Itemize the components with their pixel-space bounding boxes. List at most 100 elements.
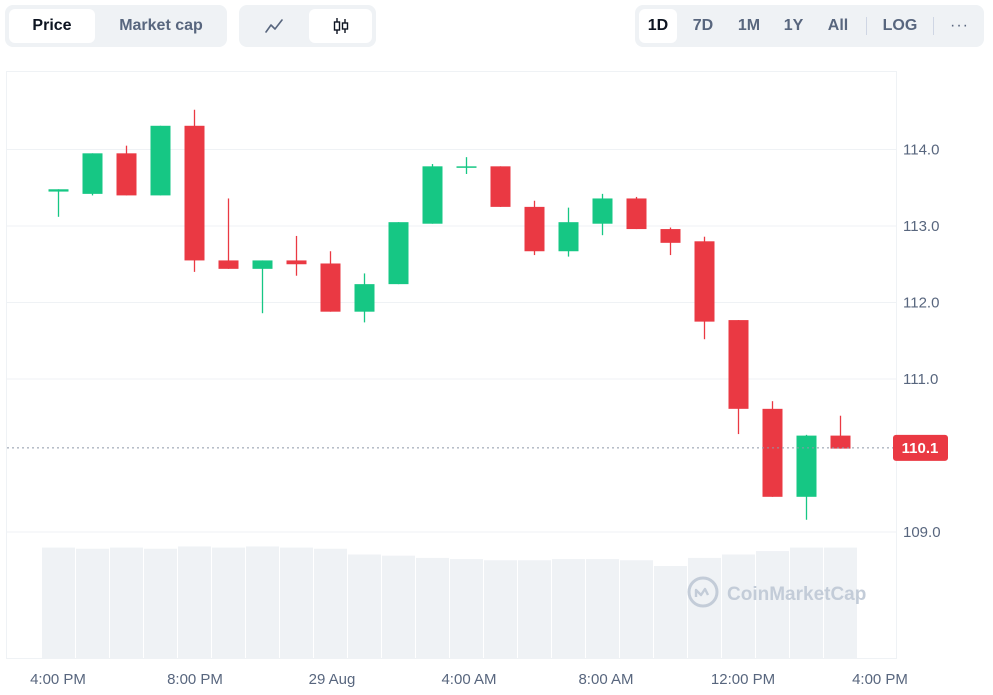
volume-bar — [246, 546, 279, 658]
candle — [388, 222, 409, 285]
y-tick-label: 112.0 — [903, 295, 939, 312]
x-tick-label: 8:00 PM — [167, 671, 223, 688]
candle — [694, 236, 715, 340]
volume-bar — [722, 554, 755, 658]
range-7d[interactable]: 7D — [692, 17, 714, 34]
candlestick-button[interactable] — [309, 9, 372, 43]
candle — [48, 189, 69, 217]
candle-body — [626, 198, 647, 230]
volume-bar — [110, 547, 143, 658]
candle-body — [388, 222, 409, 285]
price-marketcap-toggle: Price Market cap — [5, 5, 227, 47]
log-scale-button[interactable]: LOG — [882, 17, 918, 34]
candle — [320, 251, 341, 312]
candle-body — [150, 125, 171, 196]
volume-bar — [790, 547, 823, 658]
candle-body — [252, 260, 273, 269]
range-1m[interactable]: 1M — [737, 17, 761, 34]
market-cap-tab[interactable]: Market cap — [119, 17, 203, 34]
candle-body — [48, 189, 69, 192]
chart-type-toggle — [239, 5, 376, 47]
line-chart-button[interactable] — [243, 9, 305, 43]
x-tick-label: 4:00 AM — [441, 671, 496, 688]
candle — [422, 164, 443, 224]
y-tick-label: 114.0 — [903, 142, 939, 159]
x-tick-label: 8:00 AM — [578, 671, 633, 688]
current-price-label: 110.1 — [902, 440, 939, 457]
x-tick-label: 4:00 PM — [852, 671, 908, 688]
candle — [796, 434, 817, 520]
x-tick-label: 29 Aug — [309, 671, 356, 688]
candle-body — [422, 166, 443, 224]
candle — [252, 260, 273, 314]
volume-bar — [416, 557, 449, 658]
candle — [830, 415, 851, 449]
x-tick-label: 12:00 PM — [711, 671, 775, 688]
volume-bar — [450, 559, 483, 658]
volume-bar — [144, 548, 177, 658]
volume-bar — [824, 547, 857, 658]
current-price-badge: 110.1 — [893, 434, 948, 461]
range-1y[interactable]: 1Y — [783, 17, 804, 34]
candle — [490, 166, 511, 207]
range-1d[interactable]: 1D — [639, 9, 677, 43]
volume-bar — [280, 547, 313, 658]
candle-body — [524, 206, 545, 252]
more-options-button[interactable]: ··· — [950, 17, 969, 34]
candle-body — [558, 222, 579, 252]
candle — [524, 200, 545, 256]
line-chart-icon — [265, 19, 283, 33]
volume-bar — [688, 557, 721, 658]
candle-body — [728, 320, 749, 409]
y-tick-label: 109.0 — [903, 524, 941, 541]
candle — [558, 207, 579, 257]
candle — [626, 196, 647, 230]
volume-bar — [518, 560, 551, 658]
candle-body — [116, 153, 137, 196]
candle-body — [660, 229, 681, 243]
candle — [82, 153, 103, 196]
candle-body — [184, 125, 205, 261]
volume-bar — [382, 555, 415, 658]
plot-frame — [6, 71, 897, 659]
candle — [456, 157, 477, 174]
volume-bar — [42, 547, 75, 658]
coinmarketcap-watermark: CoinMarketCap — [687, 576, 866, 608]
volume-bar — [620, 560, 653, 658]
volume-bar — [586, 559, 619, 658]
watermark-text: CoinMarketCap — [727, 584, 866, 605]
volume-bar — [76, 548, 109, 658]
candle — [762, 401, 783, 497]
volume-bar — [348, 554, 381, 658]
candle-body — [354, 284, 375, 312]
volume-bar — [654, 566, 687, 658]
volume-bar — [212, 547, 245, 658]
candle — [184, 109, 205, 272]
volume-bar — [484, 560, 517, 658]
candle — [150, 125, 171, 196]
candle — [728, 320, 749, 435]
candle — [592, 193, 613, 236]
volume-bar — [314, 548, 347, 658]
y-tick-label: 111.0 — [903, 371, 938, 388]
x-tick-label: 4:00 PM — [30, 671, 86, 688]
candle-body — [218, 260, 239, 269]
price-tab[interactable]: Price — [9, 9, 95, 43]
range-all[interactable]: All — [827, 17, 849, 34]
volume-bar — [552, 559, 585, 658]
y-tick-label: 113.0 — [903, 218, 939, 235]
candle-body — [320, 263, 341, 312]
volume-bar — [178, 546, 211, 658]
volume-bar — [756, 551, 789, 658]
candlestick-icon — [333, 18, 348, 34]
candle-body — [82, 153, 103, 194]
candle-body — [694, 241, 715, 322]
candle-body — [490, 166, 511, 207]
candle-body — [830, 435, 851, 449]
candle-body — [592, 198, 613, 224]
coinmarketcap-logo-icon — [687, 576, 719, 608]
candle — [286, 235, 307, 276]
range-divider — [866, 17, 867, 35]
candle-body — [456, 166, 477, 168]
candle — [354, 273, 375, 323]
